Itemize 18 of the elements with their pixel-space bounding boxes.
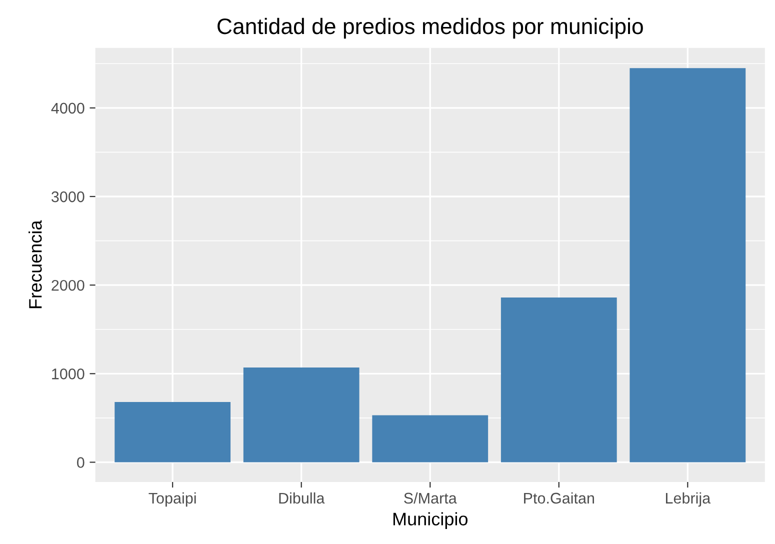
x-axis-title: Municipio xyxy=(393,512,468,530)
bar xyxy=(500,297,617,462)
chart-title: Cantidad de predios medidos por municipio xyxy=(218,18,643,39)
bar xyxy=(630,68,746,462)
x-tick-label: Dibulla xyxy=(279,492,325,504)
x-tick-label: S/Marta xyxy=(404,492,457,504)
y-axis-title: Frecuencia xyxy=(28,220,42,308)
bar xyxy=(372,415,488,462)
x-tick-label: Lebrija xyxy=(666,492,711,507)
y-tick-label: 4000 xyxy=(51,102,84,114)
y-tick-label: 2000 xyxy=(52,280,84,291)
x-tick-label: Topaipi xyxy=(148,492,196,507)
y-tick-label: 0 xyxy=(77,457,84,468)
y-tick-label: 1000 xyxy=(52,368,84,380)
bar xyxy=(243,367,360,462)
bar xyxy=(114,402,231,462)
y-tick-label: 3000 xyxy=(52,191,84,202)
x-tick-label: Pto.Gaitan xyxy=(524,492,594,504)
